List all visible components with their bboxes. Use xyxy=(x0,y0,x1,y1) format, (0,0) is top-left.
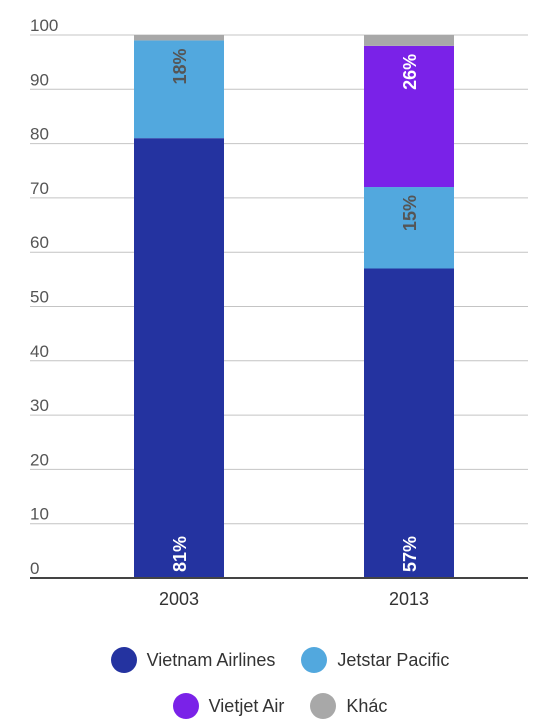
stacked-bar-chart: 0 10 20 30 40 50 60 70 80 90 100 81% 18% 57% 15% 26% 2… xyxy=(30,16,528,609)
y-tick-label-90: 90 xyxy=(30,70,49,89)
data-label-vietnam-airlines-2003: 81% xyxy=(170,536,190,572)
legend-swatch-jetstar-pacific xyxy=(301,647,328,673)
bar-segment-jetstar-pacific-2003[interactable] xyxy=(134,40,224,139)
bars xyxy=(30,35,528,579)
y-tick-label-40: 40 xyxy=(30,342,49,361)
bar-segment-vietjet-air-2013[interactable] xyxy=(364,45,454,188)
y-tick-label-10: 10 xyxy=(30,505,49,524)
legend-item-vietnam-airlines[interactable]: Vietnam Airlines xyxy=(110,647,276,673)
legend-item-jetstar-pacific[interactable]: Jetstar Pacific xyxy=(301,647,449,673)
x-axis-tick-labels: 2003 2013 xyxy=(159,589,429,609)
data-label-vietnam-airlines-2013: 57% xyxy=(400,536,420,572)
bar-segment-jetstar-pacific-2013[interactable] xyxy=(364,187,454,269)
legend-label-vietnam-airlines: Vietnam Airlines xyxy=(146,649,276,670)
y-tick-label-20: 20 xyxy=(30,450,49,469)
bar-segment-vietnam-airlines-2003[interactable] xyxy=(134,138,224,579)
legend-item-vietjet-air[interactable]: Vietjet Air xyxy=(172,693,285,719)
legend-label-jetstar-pacific: Jetstar Pacific xyxy=(337,649,450,670)
legend-label-khac: Khác xyxy=(346,695,388,716)
data-label-jetstar-pacific-2013: 15% xyxy=(400,195,420,231)
legend-row-2: Vietjet Air Khác xyxy=(0,693,560,719)
y-tick-label-0: 0 xyxy=(30,559,39,578)
data-labels: 81% 18% 57% 15% 26% xyxy=(170,48,420,572)
y-axis-tick-labels: 0 10 20 30 40 50 60 70 80 90 100 xyxy=(30,16,58,578)
x-tick-label-2003: 2003 xyxy=(159,589,199,609)
legend-label-vietjet-air: Vietjet Air xyxy=(208,695,285,716)
legend-row-1: Vietnam Airlines Jetstar Pacific xyxy=(0,647,560,673)
y-tick-label-80: 80 xyxy=(30,125,49,144)
legend-swatch-vietnam-airlines xyxy=(110,647,137,673)
x-tick-label-2013: 2013 xyxy=(389,589,429,609)
legend-swatch-vietjet-air xyxy=(172,693,199,719)
y-tick-label-70: 70 xyxy=(30,179,49,198)
bar-segment-vietnam-airlines-2013[interactable] xyxy=(364,268,454,578)
y-tick-label-100: 100 xyxy=(30,16,58,35)
y-tick-label-50: 50 xyxy=(30,288,49,307)
legend-swatch-khac xyxy=(310,693,337,719)
bar-segment-khac-2003[interactable] xyxy=(134,35,224,41)
y-tick-label-60: 60 xyxy=(30,233,49,252)
data-label-vietjet-air-2013: 26% xyxy=(400,54,420,90)
y-tick-label-30: 30 xyxy=(30,396,49,415)
legend-item-khac[interactable]: Khác xyxy=(310,693,387,719)
data-label-jetstar-pacific-2003: 18% xyxy=(170,48,190,84)
bar-segment-khac-2013[interactable] xyxy=(364,35,454,46)
